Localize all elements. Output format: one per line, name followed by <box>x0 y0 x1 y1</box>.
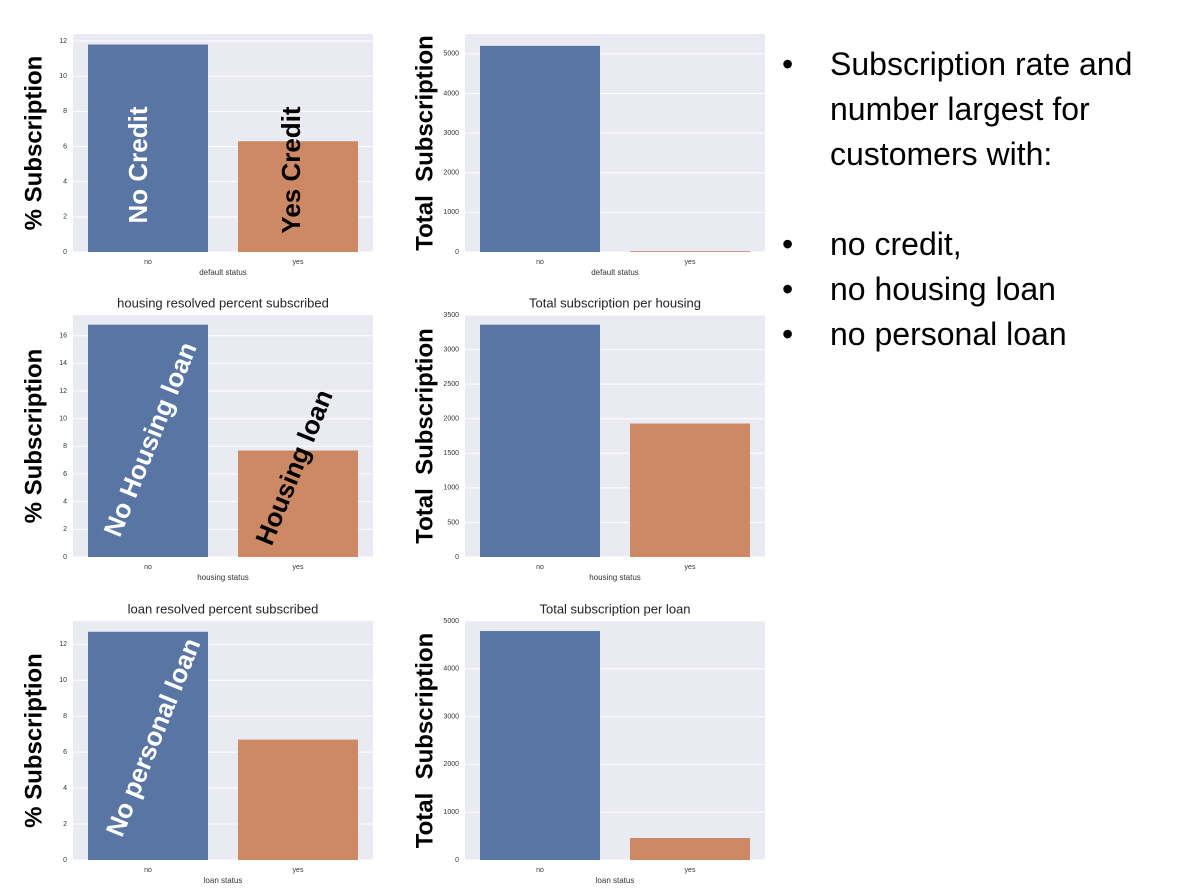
chart-title: housing resolved percent subscribed <box>117 295 329 310</box>
y-tick-label: 12 <box>59 38 67 45</box>
y-tick-label: 2 <box>63 821 67 828</box>
y-tick-label: 1500 <box>443 450 459 457</box>
y-tick-label: 4 <box>63 785 67 792</box>
chart-title: Total subscription per housing <box>529 295 701 310</box>
x-axis-label: loan status <box>596 876 635 885</box>
x-tick-label: no <box>144 564 152 571</box>
y-tick-label: 5000 <box>443 51 459 58</box>
y-tick-label: 6 <box>63 471 67 478</box>
x-tick-label: yes <box>293 259 304 266</box>
bar <box>238 739 358 860</box>
y-tick-label: 3500 <box>443 312 459 319</box>
y-tick-label: 14 <box>59 360 67 367</box>
y-tick-label: 2 <box>63 526 67 533</box>
bar <box>630 423 750 557</box>
y-tick-label: 5000 <box>443 618 459 625</box>
bullet-item: no credit, <box>780 222 1180 267</box>
bar <box>480 45 600 253</box>
bar <box>238 141 358 252</box>
x-tick-label: no <box>536 867 544 874</box>
y-axis-label: % Subscription <box>20 653 47 828</box>
y-tick-label: 12 <box>59 388 67 395</box>
x-tick-label: no <box>536 564 544 571</box>
y-tick-label: 12 <box>59 641 67 648</box>
bar <box>630 838 750 860</box>
y-tick-label: 2500 <box>443 381 459 388</box>
spacer <box>780 177 1180 222</box>
y-axis-label: Total Subscription <box>411 328 438 544</box>
y-tick-label: 2000 <box>443 416 459 423</box>
bar-annotation: Yes Credit <box>276 106 306 234</box>
y-tick-label: 500 <box>447 519 459 526</box>
bar <box>480 631 600 860</box>
y-tick-label: 3000 <box>443 130 459 137</box>
y-tick-label: 0 <box>63 554 67 561</box>
y-tick-label: 4000 <box>443 666 459 673</box>
bullet-item: no personal loan <box>780 312 1180 357</box>
x-axis-label: housing status <box>589 573 641 582</box>
y-tick-label: 6 <box>63 143 67 150</box>
y-axis-label: % Subscription <box>20 56 47 231</box>
y-tick-label: 2 <box>63 214 67 221</box>
y-tick-label: 0 <box>455 554 459 561</box>
bar <box>88 631 208 860</box>
chart-title: Total subscription per loan <box>539 601 690 616</box>
x-axis-label: housing status <box>197 573 249 582</box>
x-tick-label: no <box>144 867 152 874</box>
y-axis-label: % Subscription <box>20 349 47 524</box>
heading: Subscription rate and number largest for… <box>780 42 1180 177</box>
x-tick-label: yes <box>293 564 304 571</box>
x-tick-label: no <box>536 259 544 266</box>
y-tick-label: 0 <box>63 249 67 256</box>
y-tick-label: 1000 <box>443 809 459 816</box>
y-tick-label: 8 <box>63 713 67 720</box>
y-tick-label: 10 <box>59 73 67 80</box>
bar <box>88 44 208 252</box>
y-tick-label: 0 <box>455 249 459 256</box>
y-tick-label: 8 <box>63 443 67 450</box>
y-tick-label: 4000 <box>443 90 459 97</box>
x-tick-label: yes <box>685 259 696 266</box>
y-tick-label: 0 <box>455 857 459 864</box>
x-tick-label: no <box>144 259 152 266</box>
x-axis-label: default status <box>591 268 639 277</box>
y-tick-label: 4 <box>63 179 67 186</box>
y-tick-label: 1000 <box>443 485 459 492</box>
bar <box>238 450 358 557</box>
bar <box>630 251 750 252</box>
y-tick-label: 3000 <box>443 346 459 353</box>
y-tick-label: 6 <box>63 749 67 756</box>
y-tick-label: 4 <box>63 499 67 506</box>
bar <box>88 324 208 557</box>
y-tick-label: 0 <box>63 857 67 864</box>
y-tick-label: 10 <box>59 416 67 423</box>
y-tick-label: 2000 <box>443 761 459 768</box>
y-tick-label: 16 <box>59 333 67 340</box>
y-tick-label: 2000 <box>443 170 459 177</box>
y-tick-label: 3000 <box>443 713 459 720</box>
y-axis-label: Total Subscription <box>411 35 438 251</box>
x-tick-label: yes <box>685 867 696 874</box>
y-tick-label: 10 <box>59 677 67 684</box>
y-axis-label: Total Subscription <box>411 633 438 849</box>
item-list: no credit,no housing loanno personal loa… <box>780 222 1180 357</box>
x-tick-label: yes <box>293 867 304 874</box>
bar <box>480 324 600 557</box>
x-axis-label: default status <box>199 268 247 277</box>
y-tick-label: 8 <box>63 108 67 115</box>
chart-title: loan resolved percent subscribed <box>128 601 319 616</box>
bullet-item: no housing loan <box>780 267 1180 312</box>
x-tick-label: yes <box>685 564 696 571</box>
bar-annotation: No Credit <box>123 106 153 223</box>
heading-list: Subscription rate and number largest for… <box>780 42 1180 177</box>
x-axis-label: loan status <box>204 876 243 885</box>
y-tick-label: 1000 <box>443 209 459 216</box>
summary: Subscription rate and number largest for… <box>780 42 1180 357</box>
